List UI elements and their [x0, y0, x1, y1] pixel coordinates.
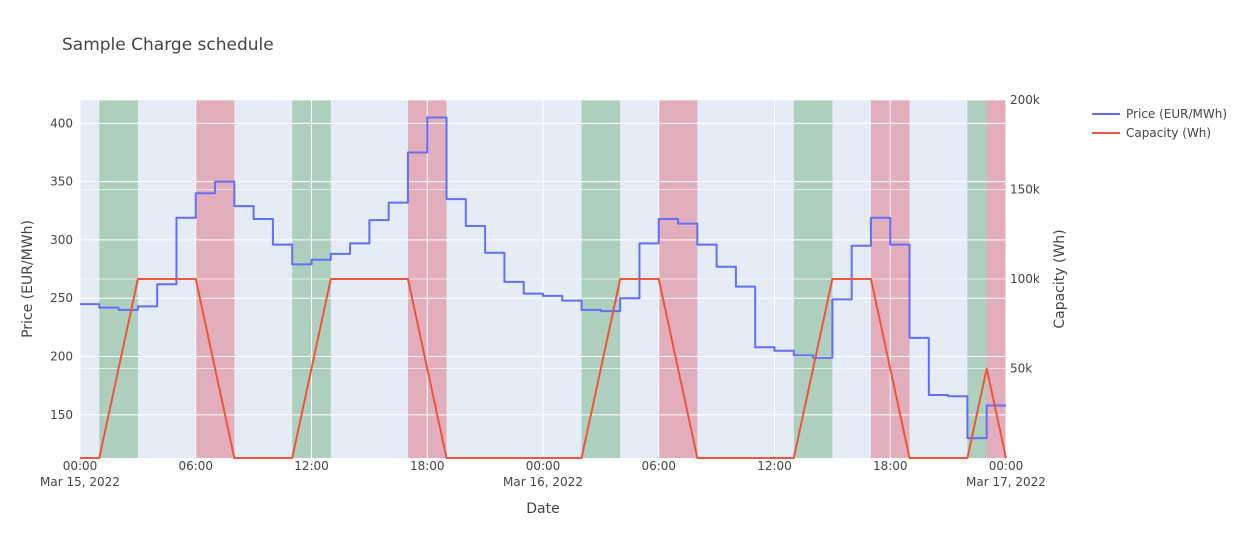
legend-item-0[interactable]: Price (EUR/MWh) — [1092, 107, 1227, 121]
y-tick-label-4: 350 — [50, 175, 73, 189]
x-tick-label-7: 18:00 — [873, 459, 908, 473]
x-tick-label-3: 18:00 — [410, 459, 445, 473]
y-tick-label-2: 250 — [50, 291, 73, 305]
x-tick-date-4: Mar 16, 2022 — [503, 475, 583, 489]
x-tick-label-5: 06:00 — [641, 459, 676, 473]
x-tick-date-8: Mar 17, 2022 — [966, 475, 1046, 489]
legend[interactable]: Price (EUR/MWh) Capacity (Wh) — [1092, 107, 1227, 140]
series-line-0 — [80, 116, 1006, 440]
x-axis-ticks: 00:00 Mar 15, 2022 06:00 12:00 18:00 00:00 Mar… — [40, 459, 1046, 489]
legend-label-0: Price (EUR/MWh) — [1126, 107, 1227, 121]
y-axis-label: Price (EUR/MWh) — [20, 220, 36, 338]
y2-tick-label-3: 200k — [1010, 93, 1040, 107]
x-tick-label-0: 00:00 — [63, 459, 98, 473]
series-line-1 — [80, 278, 1007, 459]
y-tick-label-1: 200 — [50, 350, 73, 364]
y-tick-label-3: 300 — [50, 233, 73, 247]
y2-tick-label-1: 100k — [1010, 272, 1040, 286]
x-tick-date-0: Mar 15, 2022 — [40, 475, 120, 489]
series-layer — [80, 116, 1007, 459]
y2-axis-ticks: 50k 100k 150k 200k — [1010, 93, 1040, 376]
x-tick-label-8: 00:00 — [989, 459, 1024, 473]
legend-label-1: Capacity (Wh) — [1126, 126, 1211, 140]
y2-axis-label: Capacity (Wh) — [1052, 229, 1068, 328]
y2-tick-label-0: 50k — [1010, 362, 1032, 376]
chart-title: Sample Charge schedule — [62, 35, 274, 55]
y2-tick-label-2: 150k — [1010, 183, 1040, 197]
y-tick-label-5: 400 — [50, 116, 73, 130]
x-tick-label-2: 12:00 — [294, 459, 329, 473]
x-tick-label-6: 12:00 — [757, 459, 792, 473]
legend-item-1[interactable]: Capacity (Wh) — [1092, 126, 1211, 140]
x-axis-label: Date — [526, 501, 559, 517]
x-tick-label-1: 06:00 — [178, 459, 213, 473]
x-tick-label-4: 00:00 — [526, 459, 561, 473]
y-axis-ticks: 150 200 250 300 350 400 — [50, 116, 73, 422]
y-tick-label-0: 150 — [50, 408, 73, 422]
